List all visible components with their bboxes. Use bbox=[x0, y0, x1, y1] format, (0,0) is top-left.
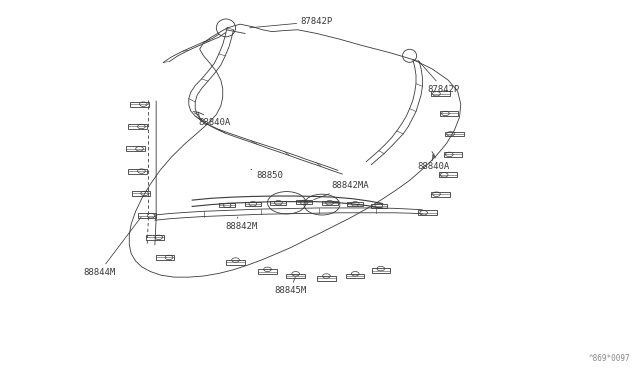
Text: 88844M: 88844M bbox=[83, 217, 141, 277]
Text: 88842M: 88842M bbox=[225, 217, 257, 231]
Text: 87842P: 87842P bbox=[418, 61, 460, 94]
Text: 88840A: 88840A bbox=[417, 155, 449, 171]
Text: 88845M: 88845M bbox=[274, 277, 306, 295]
Text: 88850: 88850 bbox=[251, 169, 283, 180]
Text: 87842P: 87842P bbox=[250, 17, 333, 28]
Text: 88840A: 88840A bbox=[195, 113, 230, 127]
Text: ^869*0097: ^869*0097 bbox=[589, 354, 630, 363]
Text: 88842MA: 88842MA bbox=[314, 182, 369, 200]
